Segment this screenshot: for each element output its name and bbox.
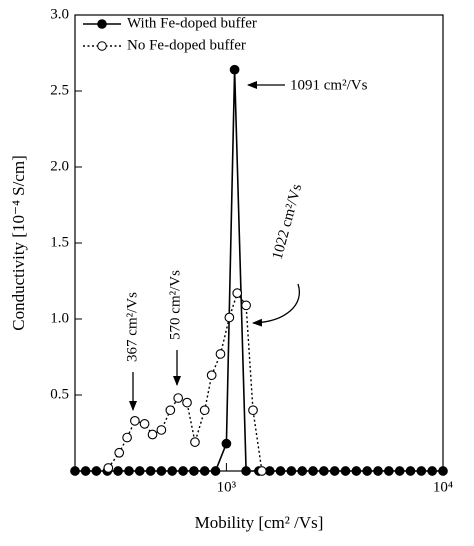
annotation: 1091 cm²/Vs — [290, 77, 368, 93]
data-point — [286, 466, 297, 476]
y-tick-label: 3.0 — [50, 6, 69, 22]
data-point — [147, 429, 158, 440]
data-point — [124, 466, 134, 476]
data-point — [232, 288, 243, 299]
data-point — [362, 466, 373, 476]
data-point — [122, 432, 132, 443]
data-point — [373, 466, 383, 476]
data-point — [206, 370, 217, 381]
data-point — [241, 300, 251, 311]
data-point — [351, 466, 362, 476]
data-point — [308, 466, 318, 476]
data-point — [156, 425, 167, 435]
data-point — [70, 466, 80, 476]
data-point — [329, 466, 340, 476]
data-point — [190, 437, 200, 447]
annotation: 570 cm²/Vs — [167, 270, 183, 340]
data-point — [241, 466, 251, 476]
data-point — [182, 397, 192, 408]
data-point — [130, 415, 140, 426]
data-point — [215, 349, 226, 359]
annotation: 367 cm²/Vs — [124, 292, 140, 362]
data-point — [405, 466, 416, 476]
data-point — [221, 438, 232, 449]
data-point — [114, 447, 125, 458]
data-point — [248, 405, 258, 416]
data-point — [165, 405, 176, 416]
data-point — [139, 419, 150, 429]
data-point — [103, 463, 114, 473]
y-tick-label: 1.5 — [50, 234, 69, 250]
data-point — [145, 466, 156, 476]
data-point — [229, 64, 240, 75]
legend-marker — [97, 19, 107, 29]
data-point — [297, 466, 308, 476]
data-point — [224, 312, 235, 323]
y-tick-label: 2.0 — [50, 158, 69, 174]
data-point — [340, 466, 351, 476]
data-point — [319, 466, 329, 476]
data-point — [257, 466, 267, 476]
data-point — [178, 466, 188, 476]
legend-marker — [97, 41, 107, 51]
data-point — [173, 393, 184, 403]
y-tick-label: 0.5 — [50, 386, 69, 402]
data-point — [199, 466, 210, 476]
plot-frame — [74, 14, 444, 472]
legend-label: With Fe-doped buffer — [127, 15, 257, 31]
data-point — [383, 466, 394, 476]
data-point — [156, 466, 167, 476]
y-tick-label: 1.0 — [50, 310, 69, 326]
annotation-arrow — [252, 283, 301, 327]
data-point — [113, 466, 123, 476]
x-tick-label: 10⁴ — [433, 479, 453, 495]
data-point — [167, 466, 178, 476]
data-point — [134, 466, 145, 476]
data-point — [438, 466, 448, 476]
legend-label: No Fe-doped buffer — [127, 37, 246, 53]
data-point — [80, 466, 91, 476]
y-axis-label: Conductivity [10⁻⁴ S/cm] — [9, 155, 28, 330]
data-point — [189, 466, 199, 476]
x-tick-label: 10³ — [217, 479, 237, 495]
data-point — [199, 405, 210, 416]
series-line — [75, 69, 443, 472]
data-point — [210, 466, 221, 476]
y-tick-label: 2.5 — [50, 82, 69, 98]
annotation: 1022 cm²/Vs — [270, 182, 306, 261]
data-point — [416, 466, 427, 476]
data-point — [275, 466, 286, 476]
data-point — [394, 466, 405, 476]
data-point — [91, 466, 102, 476]
x-axis-label: Mobility [cm² /Vs] — [195, 513, 324, 532]
data-point — [427, 466, 438, 476]
